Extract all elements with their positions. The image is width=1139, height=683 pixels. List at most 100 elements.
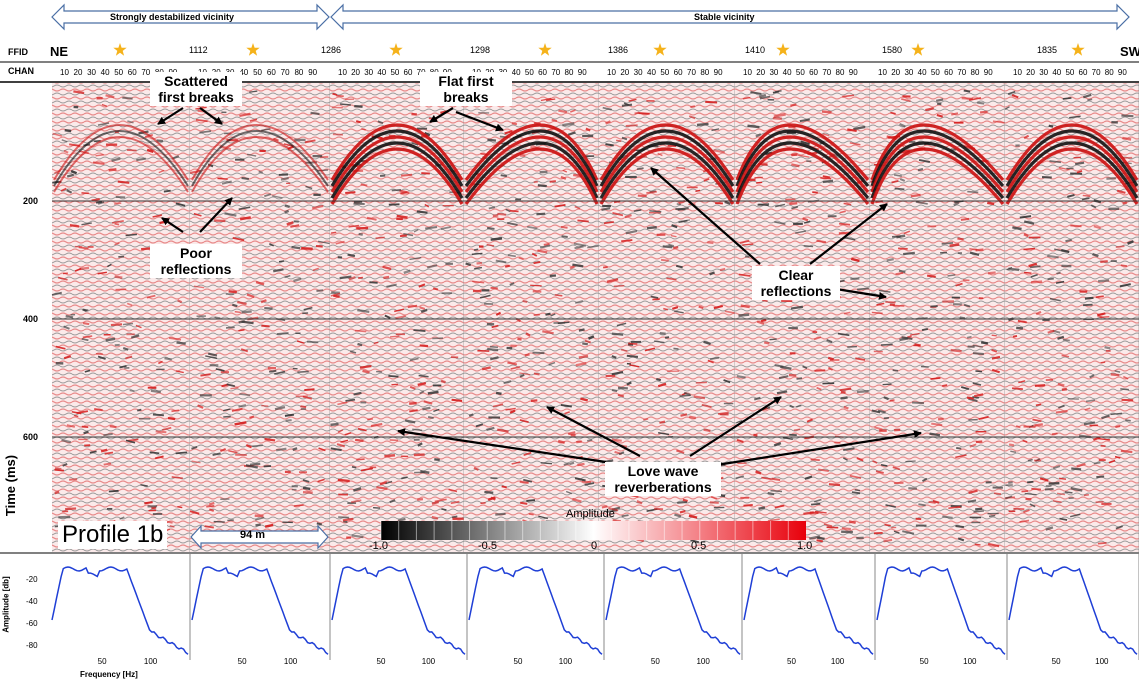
annotation-flat-first-breaks: Flat first breaks — [420, 72, 512, 106]
spectrum-xtick: 100 — [963, 657, 977, 666]
seismic-panel — [870, 89, 1005, 548]
channel-tick: 80 — [700, 68, 710, 77]
seismic-panel — [464, 93, 599, 524]
spectrum-xtick: 100 — [558, 657, 573, 666]
spectrum-panels — [51, 554, 1139, 660]
seismic-panel — [1004, 90, 1139, 545]
seismic-panel — [189, 90, 330, 541]
time-gridlines — [52, 200, 1139, 438]
seismic-panel — [330, 92, 465, 539]
spectrum-xtick: 50 — [787, 657, 796, 666]
channel-tick: 80 — [970, 68, 980, 77]
annotation-love-wave-reverberations: Love wave reverberations — [605, 462, 721, 496]
seismic-panels — [51, 83, 1139, 552]
channel-tick: 30 — [87, 68, 97, 77]
annotation-poor-reflections: Poor reflections — [150, 244, 242, 278]
right-region-label: Stable vicinity — [694, 12, 755, 22]
channel-tick: 70 — [957, 68, 967, 77]
channel-tick: 50 — [524, 68, 534, 77]
profile-label: Profile 1b — [58, 521, 168, 549]
channel-tick: 40 — [647, 68, 656, 77]
direction-ne: NE — [50, 44, 69, 59]
spectrum-ytick: -60 — [26, 619, 38, 628]
direction-sw: SW — [1120, 44, 1139, 59]
spectrum-ytick: -40 — [26, 597, 38, 606]
channel-tick: 30 — [769, 68, 779, 77]
spectrum-curve — [1008, 566, 1138, 655]
spectrum-curve — [191, 566, 329, 655]
channel-tick: 20 — [1026, 68, 1036, 77]
shot-star — [246, 43, 260, 56]
channel-tick: 10 — [878, 68, 887, 77]
channel-tick: 60 — [127, 68, 137, 77]
time-tick: 600 — [23, 432, 39, 442]
ffid-value: 1835 — [1037, 45, 1058, 55]
time-axis-label: Time (ms) — [3, 454, 19, 517]
spectrum-ytick: -80 — [26, 641, 38, 650]
channel-tick: 10 — [338, 68, 347, 77]
shot-star — [113, 43, 127, 56]
channel-tick: 70 — [1091, 68, 1101, 77]
spectrum-ylabel: Amplitude [db] — [1, 576, 11, 633]
colorbar-tick: 1.0 — [797, 540, 813, 552]
channel-tick: 10 — [607, 68, 616, 77]
channel-tick: 10 — [743, 68, 752, 77]
channel-tick: 60 — [809, 68, 819, 77]
channel-tick: 80 — [294, 68, 304, 77]
spectrum-curve — [605, 566, 741, 655]
colorbar-tick: 0.5 — [691, 540, 707, 552]
channel-tick: 80 — [1104, 68, 1114, 77]
chan-row-label: CHAN — [8, 66, 34, 76]
shot-star — [1071, 43, 1085, 56]
annotation-clear-reflections: Clear reflections — [752, 266, 840, 300]
channel-tick: 90 — [308, 68, 318, 77]
seismic-panel — [51, 89, 189, 542]
channel-tick: 50 — [930, 68, 940, 77]
channel-tick: 60 — [944, 68, 954, 77]
channel-tick: 90 — [983, 68, 993, 77]
channel-tick: 10 — [1013, 68, 1022, 77]
ffid-value: 1386 — [608, 45, 629, 55]
spectrum-curve — [876, 566, 1006, 655]
channel-tick: 90 — [1117, 68, 1127, 77]
spectrum-xtick: 50 — [1051, 657, 1061, 666]
spectrum-curve — [331, 566, 466, 655]
spectrum-xtick: 50 — [376, 657, 386, 666]
annotation-scattered-first-breaks: Scattered first breaks — [150, 72, 242, 106]
time-tick: 400 — [23, 314, 39, 324]
spectrum-xtick: 50 — [513, 657, 523, 666]
channel-tick: 50 — [114, 68, 124, 77]
channel-tick: 60 — [1078, 68, 1088, 77]
channel-tick: 50 — [390, 68, 400, 77]
scale-bar — [190, 524, 329, 550]
seismic-panel — [735, 90, 870, 543]
channel-tick: 90 — [848, 68, 858, 77]
channel-tick: 60 — [538, 68, 548, 77]
spectrum-ytick: -20 — [26, 575, 38, 584]
ffid-value: 1298 — [470, 45, 491, 55]
channel-tick: 20 — [756, 68, 766, 77]
channel-tick: 40 — [511, 68, 521, 77]
ffid-value: 1112 — [189, 45, 208, 55]
channel-tick: 30 — [364, 68, 374, 77]
channel-tick: 40 — [377, 68, 387, 77]
channel-tick: 90 — [577, 68, 587, 77]
shot-star — [776, 43, 790, 56]
channel-tick: 50 — [795, 68, 805, 77]
region-arrows — [51, 3, 1130, 31]
channel-tick: 80 — [835, 68, 845, 77]
ffid-value: 1286 — [321, 45, 342, 55]
colorbar-tick: -0.5 — [478, 540, 497, 552]
spectrum-xtick: 100 — [143, 657, 158, 666]
shot-star — [653, 43, 667, 56]
colorbar-title: Amplitude — [566, 508, 615, 520]
scale-bar-label: 94 m — [240, 529, 266, 541]
channel-tick: 70 — [687, 68, 696, 77]
shot-star — [538, 43, 552, 56]
amplitude-colorbar — [380, 521, 806, 540]
channel-tick: 40 — [100, 68, 110, 77]
spectrum-xtick: 100 — [830, 657, 845, 666]
channel-tick: 70 — [822, 68, 832, 77]
channel-tick: 50 — [253, 68, 263, 77]
